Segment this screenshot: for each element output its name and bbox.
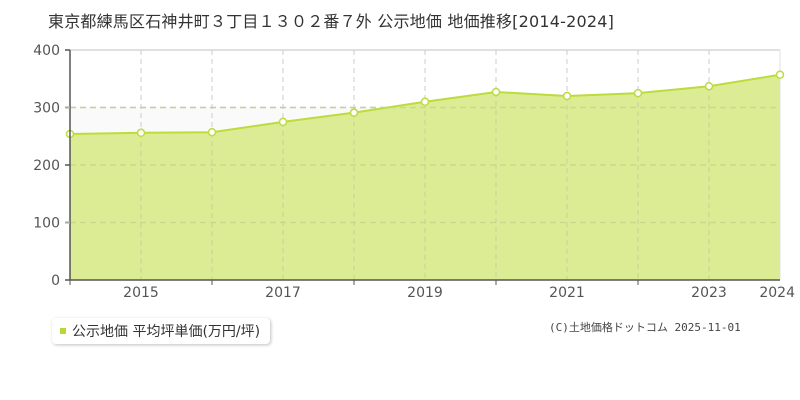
axes: [65, 49, 780, 285]
data-point: [562, 91, 572, 101]
data-point: [491, 87, 501, 97]
data-point: [278, 117, 288, 127]
chart-title: 東京都練馬区石神井町３丁目１３０２番７外 公示地価 地価推移[2014-2024…: [48, 12, 615, 31]
legend-swatch-icon: [60, 328, 66, 334]
x-tick-label: 2019: [407, 285, 443, 301]
x-tick-label: 2023: [691, 285, 727, 301]
x-tick-label: 2024: [759, 285, 795, 301]
legend-label: 公示地価 平均坪単価(万円/坪): [72, 324, 261, 340]
x-axis-labels: 2015 2017 2019 2021 2023 2024: [123, 285, 795, 301]
data-point: [207, 127, 217, 137]
x-tick-label: 2017: [265, 285, 301, 301]
data-point: [349, 108, 359, 117]
x-tick-label: 2021: [549, 285, 585, 301]
data-point: [633, 88, 643, 98]
y-axis-labels: 0 100 200 300 400: [33, 43, 60, 289]
area-chart: 0 100 200 300 400 2015 2017 2019 2021 2023 2024: [33, 43, 795, 301]
data-point: [704, 81, 714, 91]
data-point: [420, 97, 430, 106]
y-tick-label: 0: [51, 273, 60, 289]
data-point: [775, 70, 785, 79]
y-tick-label: 400: [33, 43, 60, 59]
y-tick-label: 200: [33, 158, 60, 174]
y-tick-label: 100: [33, 216, 60, 232]
x-tick-label: 2015: [123, 285, 159, 301]
y-tick-label: 300: [33, 101, 60, 117]
copyright-credit: (C)土地価格ドットコム 2025-11-01: [549, 321, 741, 334]
legend: 公示地価 平均坪単価(万円/坪): [52, 318, 271, 344]
data-point: [136, 128, 146, 138]
